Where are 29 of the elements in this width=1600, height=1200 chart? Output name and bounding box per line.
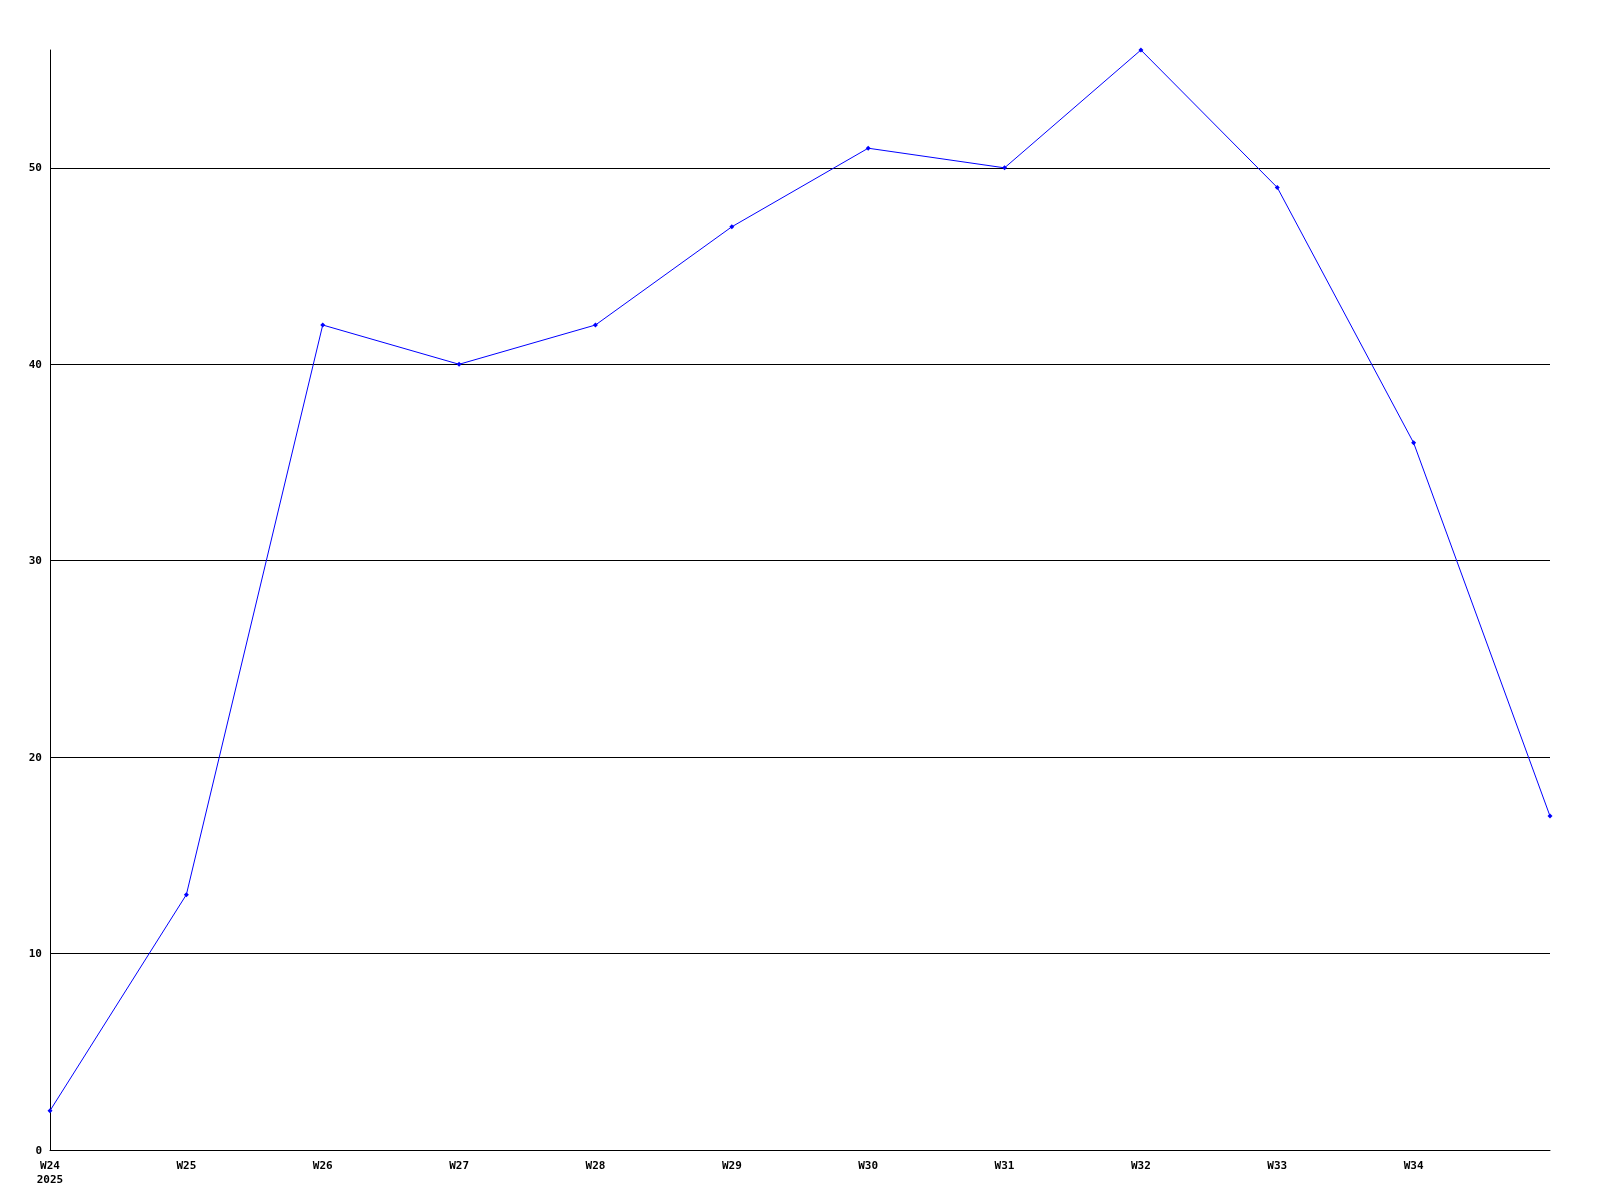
x-tick-label: W33 <box>1267 1158 1288 1172</box>
x-tick-label: W34 <box>1403 1158 1424 1172</box>
x-tick-label: W26 <box>312 1158 334 1172</box>
y-tick-label: 0 <box>35 1143 42 1157</box>
x-tick-label: W31 <box>994 1158 1015 1172</box>
x-tick-label: W27 <box>449 1158 470 1172</box>
point <box>1411 440 1417 446</box>
point <box>865 145 871 151</box>
point <box>47 1108 53 1114</box>
point <box>592 322 598 328</box>
point <box>1002 165 1008 171</box>
y-tick-label: 50 <box>28 161 42 175</box>
x-tick-label: W25 <box>176 1158 197 1172</box>
point <box>456 361 462 367</box>
x-tick-label: W29 <box>721 1158 742 1172</box>
x-tick-label: W28 <box>585 1158 606 1172</box>
point <box>1547 813 1553 819</box>
point <box>183 892 189 898</box>
x-tick-label: W30 <box>858 1158 879 1172</box>
point <box>320 322 326 328</box>
y-tick-label: 10 <box>28 947 42 961</box>
x-tick-label: W32 <box>1130 1158 1151 1172</box>
point <box>1274 185 1280 190</box>
y-tick-label: 40 <box>28 357 42 371</box>
y-tick-label: 20 <box>28 750 42 764</box>
y-tick-label: 30 <box>28 554 42 568</box>
x-tick-label: W24 2025 <box>36 1158 64 1186</box>
point <box>1138 47 1144 53</box>
point <box>729 224 735 230</box>
